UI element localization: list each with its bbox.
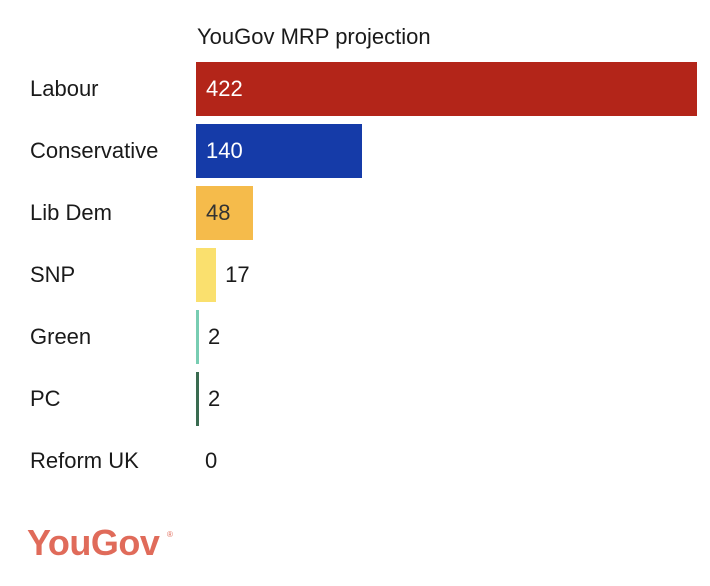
bar (196, 124, 363, 178)
bar (196, 186, 253, 240)
chart-title: YouGov MRP projection (197, 24, 431, 49)
value-label: 140 (206, 138, 243, 163)
category-label: Lib Dem (30, 200, 112, 225)
value-label: 17 (225, 262, 250, 287)
category-label: Reform UK (30, 448, 139, 473)
bar (196, 62, 697, 116)
category-label: Labour (30, 76, 99, 101)
category-label: SNP (30, 262, 76, 287)
value-label: 422 (206, 76, 243, 101)
bar-row: Green 2 (0, 310, 710, 364)
bar-row: Labour 422 (0, 62, 710, 116)
bar (196, 310, 199, 364)
bar-row: Reform UK 0 (0, 434, 710, 488)
registered-mark: ® (167, 530, 173, 539)
bar-row: SNP 17 (0, 248, 710, 302)
value-label: 48 (206, 200, 231, 225)
category-label: Conservative (30, 138, 159, 163)
yougov-logo: YouGov (27, 522, 160, 563)
value-label: 0 (205, 448, 218, 473)
category-label: Green (30, 324, 92, 349)
value-label: 2 (208, 324, 221, 349)
bar (196, 372, 199, 426)
category-label: PC (30, 386, 61, 411)
bar-row: Lib Dem 48 (0, 186, 710, 240)
bar (196, 248, 217, 302)
bar-row: PC 2 (0, 372, 710, 426)
bar-row: Conservative 140 (0, 124, 710, 178)
value-label: 2 (208, 386, 221, 411)
